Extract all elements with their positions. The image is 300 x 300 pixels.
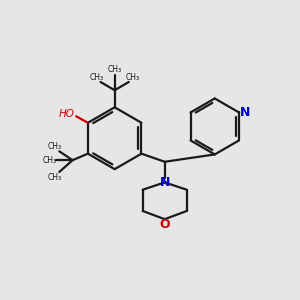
Text: CH₃: CH₃ <box>89 74 103 82</box>
Text: CH₃: CH₃ <box>108 64 122 74</box>
Text: CH₃: CH₃ <box>48 173 62 182</box>
Text: CH₃: CH₃ <box>48 142 62 151</box>
Text: CH₃: CH₃ <box>43 156 57 165</box>
Text: N: N <box>240 106 250 119</box>
Text: HO: HO <box>59 109 75 119</box>
Text: N: N <box>160 176 170 189</box>
Text: CH₃: CH₃ <box>126 74 140 82</box>
Text: O: O <box>159 218 170 231</box>
